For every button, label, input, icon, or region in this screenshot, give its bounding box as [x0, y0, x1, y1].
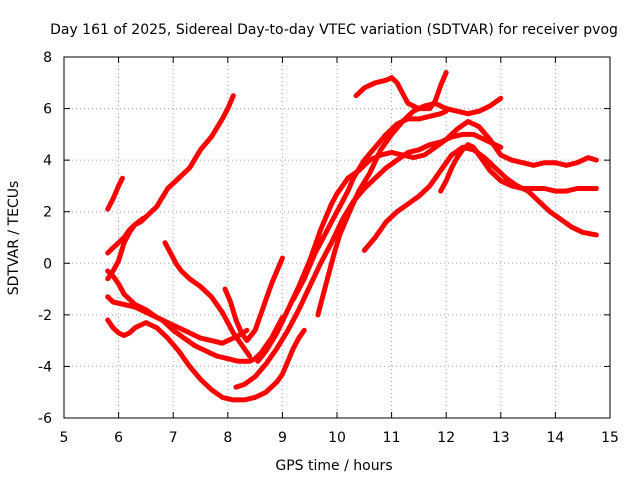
x-tick-label: 13 [492, 430, 510, 446]
x-axis-label: GPS time / hours [275, 458, 392, 474]
chart-title: Day 161 of 2025, Sidereal Day-to-day VTE… [50, 22, 618, 38]
x-tick-label: 15 [601, 430, 619, 446]
x-tick-label: 6 [114, 430, 123, 446]
x-tick-label: 12 [437, 430, 455, 446]
series-line-track-9 [233, 131, 504, 390]
series-line-track-15 [438, 142, 599, 194]
x-tick-label: 8 [223, 430, 232, 446]
series-line-track-7 [162, 240, 253, 359]
y-tick-label: 2 [43, 205, 52, 221]
y-tick-label: 6 [43, 102, 52, 118]
series-line-track-1 [105, 175, 125, 212]
x-tick-label: 14 [546, 430, 564, 446]
y-tick-label: -2 [38, 308, 52, 324]
series-line-track-4 [105, 294, 285, 364]
y-tick-label: -4 [38, 359, 52, 375]
series-line-track-10 [255, 119, 599, 364]
y-axis-label: SDTVAR / TECUs [6, 181, 22, 296]
series-line-track-12 [315, 95, 504, 318]
y-tick-label: -6 [38, 411, 52, 427]
series-line-track-3 [105, 268, 250, 346]
series-line-track-13 [353, 70, 449, 112]
series-line-track-11 [290, 108, 449, 302]
y-tick-label: 0 [43, 256, 52, 272]
x-tick-label: 5 [60, 430, 69, 446]
series-line-track-6 [105, 93, 236, 282]
series-line-track-5 [105, 317, 307, 403]
y-tick-label: 4 [43, 153, 52, 169]
x-tick-label: 10 [328, 430, 346, 446]
axis-ticks: 5 6 7 8 9 10 11 12 13 14 15 -6 -4 -2 0 2 4 6 8 [38, 50, 619, 446]
y-tick-label: 8 [43, 50, 52, 66]
series-line-track-8 [222, 255, 285, 344]
data-series [105, 70, 599, 403]
x-tick-label: 7 [169, 430, 178, 446]
x-tick-label: 11 [383, 430, 401, 446]
x-tick-label: 9 [278, 430, 287, 446]
